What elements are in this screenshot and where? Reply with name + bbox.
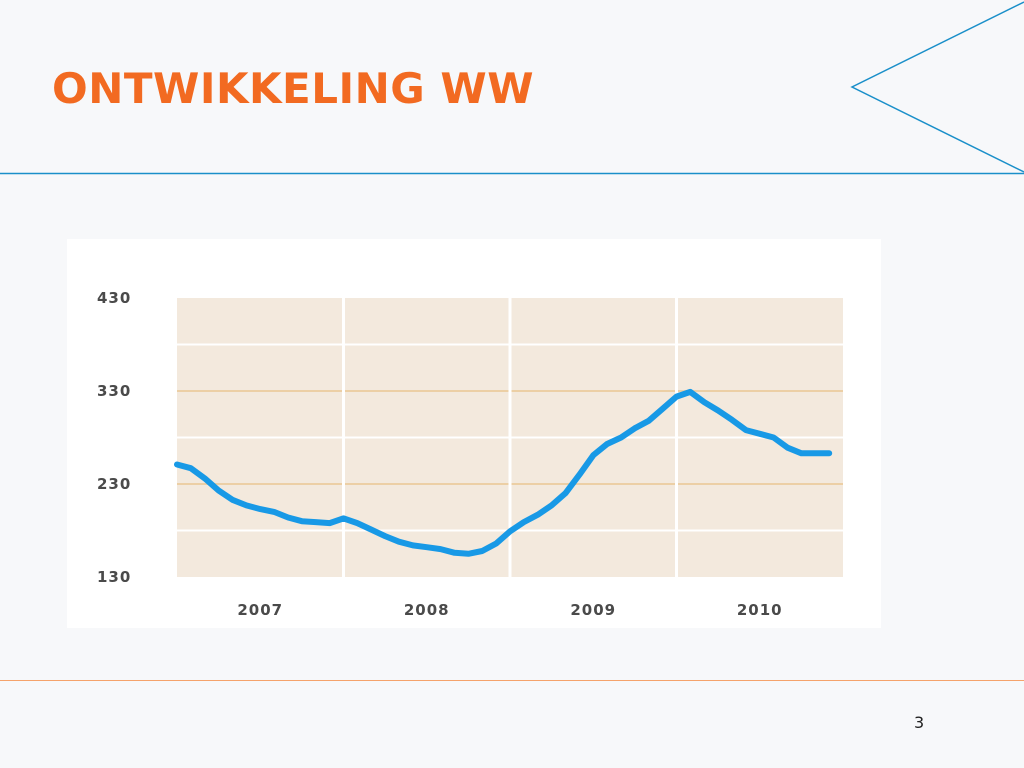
chart-panel: 430 330 230 130 2007 2008 2009 2010 [67, 239, 881, 628]
y-tick-label: 130 [97, 568, 131, 586]
series-layer [174, 388, 833, 557]
line-chart: 430 330 230 130 2007 2008 2009 2010 [97, 289, 843, 619]
x-axis-ticks: 2007 2008 2009 2010 [237, 601, 783, 619]
x-tick-label: 2007 [237, 601, 283, 619]
y-tick-label: 430 [97, 289, 131, 307]
y-tick-label: 230 [97, 475, 131, 493]
y-tick-label: 330 [97, 382, 131, 400]
x-tick-label: 2009 [570, 601, 616, 619]
header-decoration [0, 1, 1024, 175]
x-tick-label: 2010 [737, 601, 783, 619]
footer-rule [0, 680, 1024, 681]
chevron-left-icon [850, 1, 1024, 173]
series-line [174, 388, 833, 557]
y-axis-ticks: 430 330 230 130 [97, 289, 131, 586]
slide-title: ONTWIKKELING WW [52, 64, 535, 113]
page-number: 3 [914, 713, 925, 732]
x-tick-label: 2008 [404, 601, 450, 619]
